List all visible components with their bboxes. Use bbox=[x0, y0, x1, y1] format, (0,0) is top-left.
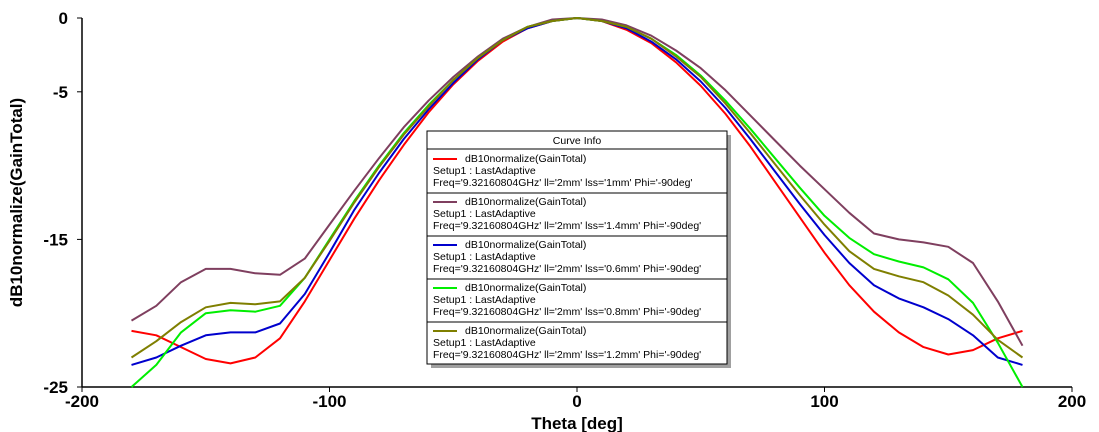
y-tick-label: -15 bbox=[43, 230, 68, 249]
legend[interactable]: Curve InfodB10normalize(GainTotal)Setup1… bbox=[426, 130, 731, 368]
x-tick-label: 100 bbox=[810, 392, 838, 411]
legend-entry-setup: Setup1 : LastAdaptive bbox=[433, 337, 536, 349]
y-tick-label: -5 bbox=[53, 83, 68, 102]
legend-entry-params: Freq='9.32160804GHz' ll='2mm' lss='1mm' … bbox=[433, 177, 692, 189]
series-line-5 bbox=[130, 17, 1024, 359]
y-axis-label: dB10normalize(GainTotal) bbox=[7, 98, 26, 307]
legend-entry-params: Freq='9.32160804GHz' ll='2mm' lss='1.2mm… bbox=[433, 349, 701, 361]
axes bbox=[77, 17, 1073, 392]
x-tick-label: 0 bbox=[572, 392, 581, 411]
legend-entry-params: Freq='9.32160804GHz' ll='2mm' lss='0.8mm… bbox=[433, 306, 701, 318]
y-tick-label: 0 bbox=[59, 9, 68, 28]
legend-entry-name: dB10normalize(GainTotal) bbox=[465, 282, 586, 294]
x-axis-label: Theta [deg] bbox=[531, 414, 623, 432]
legend-entry-name: dB10normalize(GainTotal) bbox=[465, 325, 586, 337]
legend-entry-params: Freq='9.32160804GHz' ll='2mm' lss='0.6mm… bbox=[433, 263, 701, 275]
legend-entry-setup: Setup1 : LastAdaptive bbox=[433, 208, 536, 220]
legend-entry-params: Freq='9.32160804GHz' ll='2mm' lss='1.4mm… bbox=[433, 220, 701, 232]
legend-entry-setup: Setup1 : LastAdaptive bbox=[433, 251, 536, 263]
x-tick-label: -100 bbox=[312, 392, 346, 411]
y-tick-label: -25 bbox=[43, 378, 68, 397]
series-group bbox=[130, 17, 1024, 388]
legend-entry-setup: Setup1 : LastAdaptive bbox=[433, 294, 536, 306]
legend-title: Curve Info bbox=[553, 135, 602, 147]
tick-labels: -200 -100 0 100 200 0 -5 -15 -25 bbox=[43, 9, 1086, 411]
legend-box bbox=[426, 130, 728, 365]
legend-entry-setup: Setup1 : LastAdaptive bbox=[433, 165, 536, 177]
x-tick-label: 200 bbox=[1058, 392, 1086, 411]
x-tick-label: -200 bbox=[65, 392, 99, 411]
legend-entry-name: dB10normalize(GainTotal) bbox=[465, 196, 586, 208]
legend-entry-name: dB10normalize(GainTotal) bbox=[465, 153, 586, 165]
legend-entry-name: dB10normalize(GainTotal) bbox=[465, 239, 586, 251]
